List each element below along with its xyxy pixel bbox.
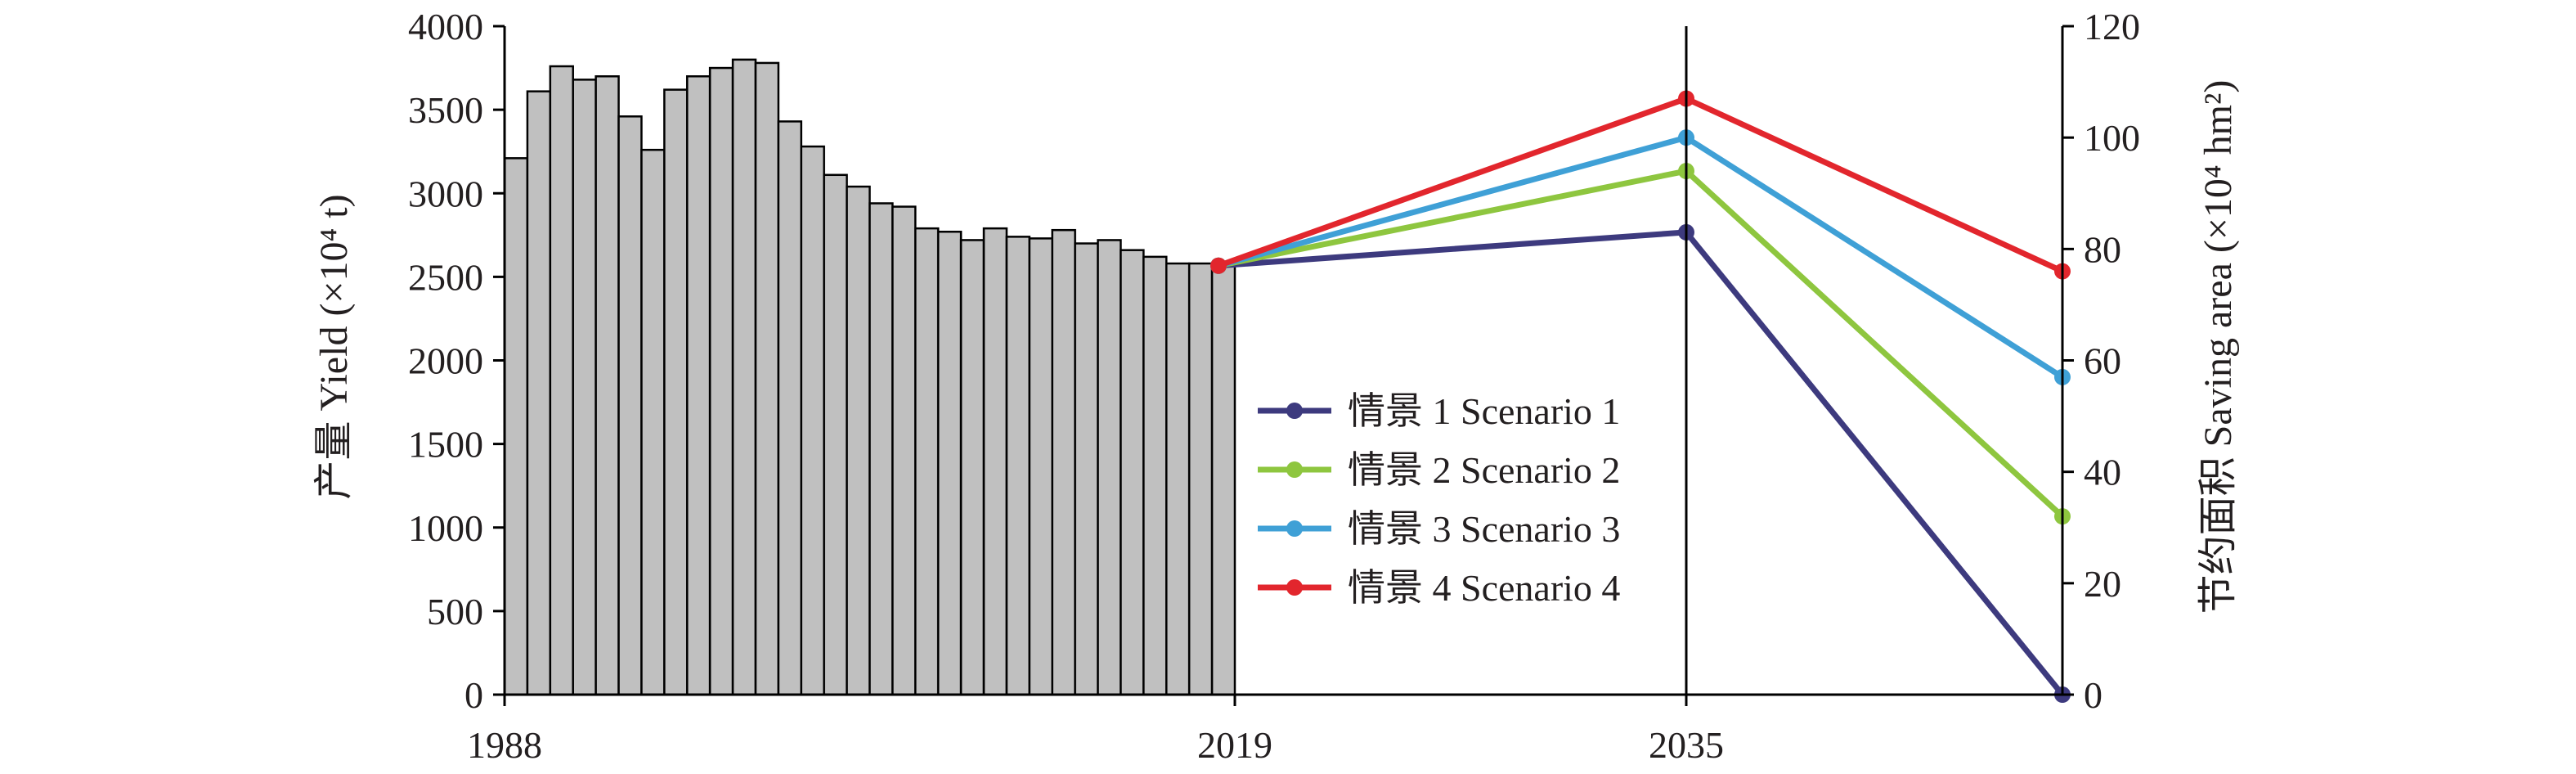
- left-tick-label: 2500: [408, 256, 483, 298]
- bar: [595, 75, 620, 696]
- bar: [754, 61, 780, 696]
- bar: [503, 157, 529, 696]
- bar: [1165, 262, 1191, 696]
- bar: [1051, 228, 1076, 696]
- bar: [914, 227, 940, 696]
- legend-label: 情景 4 Scenario 4: [1348, 567, 1620, 609]
- x-tick-label: 1988: [467, 724, 542, 766]
- left-tick-label: 0: [464, 674, 483, 716]
- bar: [846, 185, 871, 696]
- bar: [1142, 255, 1168, 696]
- bar: [982, 227, 1008, 696]
- legend: 情景 1 Scenario 1 情景 2 Scenario 2 情景 3 Scena…: [1258, 390, 1620, 609]
- series-line-4: [1217, 96, 2064, 274]
- bar: [731, 58, 757, 696]
- axes: 0 500 1000 1500 2000 2500 3000 3500 4000 0 20 40 60 8…: [408, 6, 2140, 766]
- left-tick-label: 3000: [408, 173, 483, 214]
- right-tick-label: 40: [2084, 452, 2121, 493]
- legend-label: 情景 2 Scenario 2: [1348, 449, 1620, 491]
- left-tick-label: 2000: [408, 340, 483, 382]
- left-tick-label: 4000: [408, 6, 483, 47]
- bar: [868, 202, 894, 696]
- series-4-point: [1210, 257, 1227, 274]
- bar: [777, 120, 803, 696]
- bar: [1120, 249, 1145, 696]
- x-tick-label: 2035: [1649, 724, 1724, 766]
- bar: [686, 75, 711, 696]
- legend-swatch-marker: [1286, 579, 1303, 596]
- left-tick-label: 1500: [408, 424, 483, 466]
- right-tick-label: 120: [2084, 6, 2140, 47]
- left-tick-label: 3500: [408, 89, 483, 131]
- legend-label: 情景 1 Scenario 1: [1348, 390, 1620, 432]
- bar: [823, 173, 848, 696]
- right-tick-label: 20: [2084, 563, 2121, 605]
- bar: [549, 65, 574, 696]
- legend-label: 情景 3 Scenario 3: [1348, 508, 1620, 550]
- bar: [640, 148, 666, 696]
- left-tick-label: 1000: [408, 507, 483, 549]
- x-tick-label: 2019: [1197, 724, 1272, 766]
- right-tick-label: 100: [2084, 117, 2140, 159]
- bar: [1005, 236, 1031, 696]
- bar: [617, 115, 643, 696]
- legend-swatch-marker: [1286, 461, 1303, 478]
- bar: [936, 230, 963, 696]
- line-group: [1210, 90, 2071, 703]
- left-axis-title: 产量 Yield (×10⁴ t): [312, 194, 356, 499]
- right-tick-label: 60: [2084, 340, 2121, 382]
- bar: [526, 90, 552, 696]
- bar-group: [503, 58, 1236, 696]
- series-line-1: [1218, 229, 2065, 697]
- left-tick-label: 500: [427, 591, 483, 632]
- bar: [572, 79, 597, 696]
- legend-swatch-marker: [1286, 403, 1303, 419]
- bar: [1028, 237, 1053, 696]
- bar: [959, 239, 985, 696]
- bar: [891, 205, 917, 696]
- bar: [1210, 263, 1236, 696]
- bar: [708, 66, 734, 696]
- bar: [1097, 239, 1122, 696]
- bar: [663, 88, 689, 696]
- bar: [1187, 262, 1214, 696]
- right-tick-label: 0: [2084, 674, 2103, 716]
- legend-swatch-marker: [1286, 520, 1303, 537]
- right-tick-label: 80: [2084, 228, 2121, 270]
- right-axis-title: 节约面积 Saving area (×10⁴ hm²): [2197, 80, 2240, 614]
- bar: [1074, 242, 1099, 696]
- bar: [800, 145, 825, 696]
